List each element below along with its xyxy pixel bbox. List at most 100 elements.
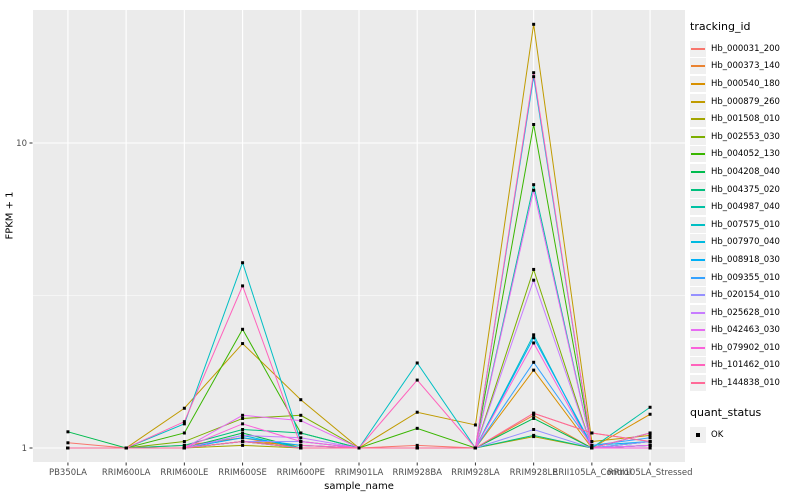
legend-item-label: OK [711, 429, 724, 440]
data-point [532, 416, 536, 420]
data-point [648, 433, 652, 437]
data-point [532, 413, 536, 417]
data-point [532, 427, 536, 431]
legend-key [690, 216, 706, 233]
data-point [241, 431, 245, 435]
legend-key [690, 163, 706, 180]
legend-key [690, 426, 706, 443]
legend-item: Hb_042463_030 [690, 322, 800, 340]
data-point [182, 431, 186, 435]
legend-key-line [691, 118, 705, 121]
legend-key [690, 287, 706, 304]
legend-key-line [691, 276, 705, 279]
legend-key-line [691, 153, 705, 156]
x-tick-label: RRIM600SE [218, 468, 267, 478]
data-point [299, 431, 303, 435]
legend-key-line [691, 382, 705, 385]
legend-item-label: Hb_101462_010 [711, 360, 780, 371]
legend-key [690, 339, 706, 356]
x-tick-label: RRII105LA_Stressed [608, 468, 693, 478]
legend-item: Hb_025628_010 [690, 304, 800, 322]
legend-key-line [691, 241, 705, 244]
data-point [415, 446, 419, 450]
legend-item: Hb_007575_010 [690, 216, 800, 234]
legend-item: Hb_020154_010 [690, 286, 800, 304]
legend-key [690, 181, 706, 198]
legend-key [690, 75, 706, 92]
data-point [532, 22, 536, 26]
x-tick-label: RRII105LA_Control [552, 468, 631, 478]
legend-items: Hb_000031_200 Hb_000373_140 Hb_000540_180 H… [690, 40, 800, 392]
legend: tracking_id Hb_000031_200 Hb_000373_140 Hb… [690, 20, 800, 443]
legend-item-label: Hb_007575_010 [711, 219, 780, 230]
data-point [182, 446, 186, 450]
legend-title-quant-status: quant_status [690, 405, 762, 419]
data-point [590, 440, 594, 444]
legend-item-label: Hb_025628_010 [711, 307, 780, 318]
legend-item: Hb_002553_030 [690, 128, 800, 146]
data-point [532, 341, 536, 345]
legend-item: Hb_079902_010 [690, 339, 800, 357]
data-point [66, 430, 70, 434]
legend-key [690, 251, 706, 268]
legend-item-label: Hb_007970_040 [711, 237, 780, 248]
legend-item-label: Hb_009355_010 [711, 272, 780, 283]
data-point [241, 327, 245, 331]
legend-item-label: Hb_008918_030 [711, 254, 780, 265]
data-point [532, 360, 536, 364]
y-tick-label: 10 [16, 139, 27, 149]
data-point [415, 426, 419, 430]
legend-item: Hb_000879_260 [690, 93, 800, 111]
data-point [241, 284, 245, 288]
legend-key-line [691, 100, 705, 103]
x-tick-label: RRIM928LE [510, 468, 558, 478]
legend-key-line [691, 47, 705, 50]
legend-key [690, 93, 706, 110]
legend-item-label: Hb_004208_040 [711, 166, 780, 177]
x-axis-title: sample_name [324, 481, 394, 492]
data-point [241, 422, 245, 426]
legend-key-line [691, 311, 705, 314]
legend-key [690, 322, 706, 339]
legend-key [690, 128, 706, 145]
data-point [66, 446, 70, 450]
legend-item: Hb_008918_030 [690, 251, 800, 269]
data-point [532, 368, 536, 372]
x-tick-label: RRIM928BA [392, 468, 442, 478]
data-point [241, 440, 245, 444]
data-point [182, 422, 186, 426]
legend-item-label: Hb_000373_140 [711, 61, 780, 72]
legend-key [690, 111, 706, 128]
legend-item-ok: OK [690, 426, 800, 444]
legend-item-label: Hb_004052_130 [711, 149, 780, 160]
legend-key-line [691, 188, 705, 191]
data-point [299, 419, 303, 423]
data-point [532, 183, 536, 187]
legend-key [690, 375, 706, 392]
legend-item-label: Hb_020154_010 [711, 290, 780, 301]
data-point [124, 446, 128, 450]
legend-item: Hb_000540_180 [690, 75, 800, 93]
data-point [473, 446, 477, 450]
data-point [241, 427, 245, 431]
data-point [299, 446, 303, 450]
legend-item: Hb_101462_010 [690, 357, 800, 375]
legend-key-line [691, 135, 705, 138]
legend-key [690, 40, 706, 57]
legend-key-line [691, 346, 705, 349]
y-axis-title: FPKM + 1 [4, 191, 16, 240]
data-point [182, 406, 186, 410]
legend-item-label: Hb_004375_020 [711, 184, 780, 195]
data-point [415, 410, 419, 414]
data-point [648, 446, 652, 450]
x-tick-label: RRIM600LA [102, 468, 151, 478]
data-point [648, 443, 652, 447]
legend-item: Hb_004375_020 [690, 181, 800, 199]
data-point [532, 278, 536, 282]
x-tick-label: RRIM600PE [277, 468, 325, 478]
x-tick-label: RRIM600LE [160, 468, 208, 478]
legend-key [690, 199, 706, 216]
data-point [648, 405, 652, 409]
data-point [473, 423, 477, 427]
